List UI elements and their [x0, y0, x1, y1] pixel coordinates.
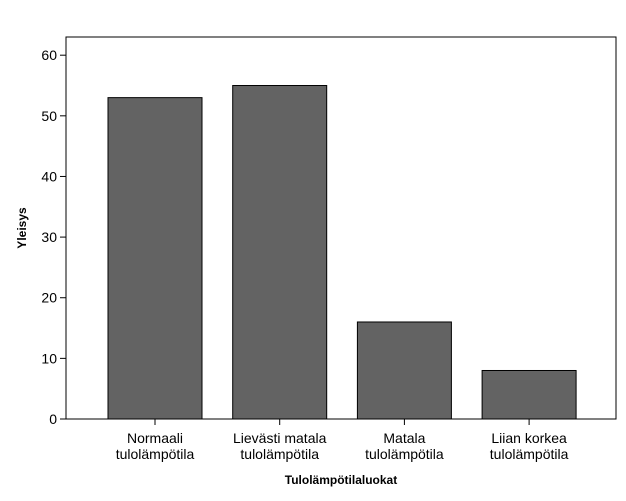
y-tick-label: 60 — [41, 47, 57, 63]
x-tick-label: Lievästi matala tulolämpötila — [233, 430, 327, 462]
y-tick-label: 40 — [41, 168, 57, 184]
bar — [232, 85, 328, 420]
bar — [481, 369, 577, 420]
x-tick-label: Matala tulolämpötila — [365, 430, 444, 462]
y-tick-label: 20 — [41, 290, 57, 306]
y-axis-label: Yleisys — [15, 207, 29, 249]
y-tick-label: 10 — [41, 350, 57, 366]
plot-frame — [65, 36, 617, 420]
x-tick-label: Normaali tulolämpötila — [116, 430, 195, 462]
y-tick-label: 30 — [41, 229, 57, 245]
bar — [356, 321, 452, 420]
y-tick-label: 0 — [49, 411, 57, 427]
y-tick-label: 50 — [41, 108, 57, 124]
x-axis-label: Tulolämpötilaluokat — [285, 473, 397, 487]
bar — [107, 97, 203, 420]
x-tick-label: Liian korkea tulolämpötila — [490, 430, 569, 462]
